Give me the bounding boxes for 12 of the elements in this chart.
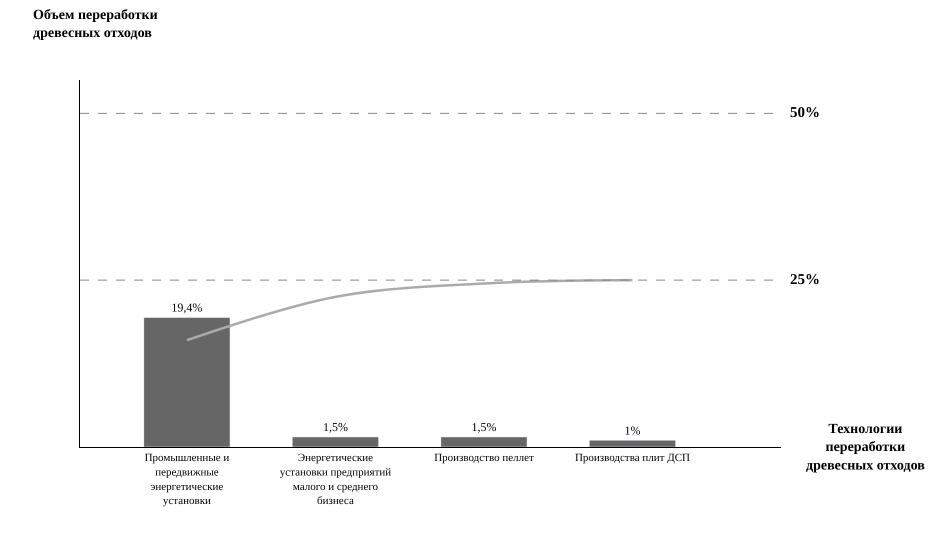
ref-line-label: 25% xyxy=(790,272,820,288)
data-label: 19,4% xyxy=(171,300,202,315)
data-label: 1,5% xyxy=(322,420,348,434)
data-label: 1,5% xyxy=(471,420,496,434)
data-label: 1% xyxy=(624,423,640,438)
x-tick-label: Промышленные и передвижные энергетические установки xyxy=(144,452,230,508)
x-tick-label: Производства плит ДСП xyxy=(574,452,690,464)
x-tick-label: Производство пеллет xyxy=(434,452,534,464)
x-axis-title: Технологии переработки древесных отходов xyxy=(806,422,926,474)
x-tick-label: Энергетические установки предприятий малого и среднего бизнеса xyxy=(280,452,392,508)
y-axis-title: Объем переработки древесных отходов xyxy=(33,8,158,42)
ref-line-label: 50% xyxy=(790,105,820,121)
